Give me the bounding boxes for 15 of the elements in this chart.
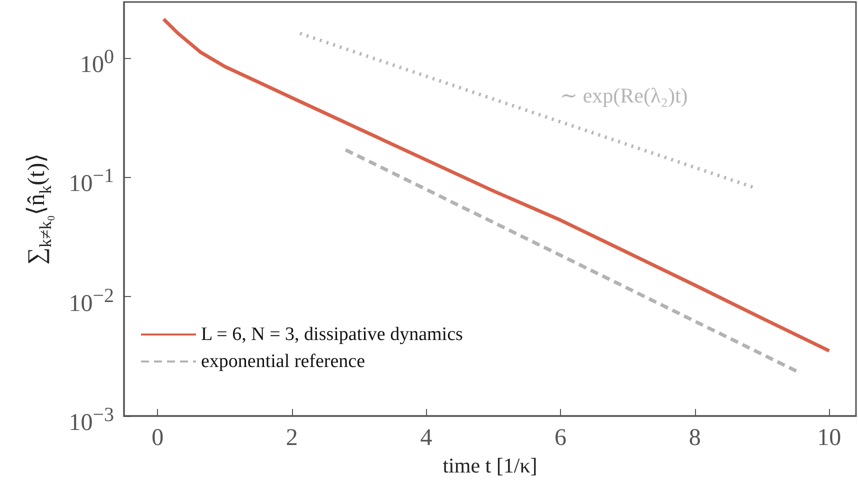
y-tick-label: 10$^{0}$ (80, 45, 114, 80)
y-tick-label: 10$^{−3}$ (68, 403, 114, 438)
annotation: ∼ exp(Re(λ₂)t) (560, 84, 688, 108)
y-axis-title: ∑k≠k₀⟨n̂k(t)⟩ (24, 153, 55, 265)
y-tick-label: 10$^{−2}$ (68, 284, 114, 319)
legend-label: L = 6, N = 3, dissipative dynamics (201, 324, 463, 345)
x-axis-title: time t [1/κ] (442, 453, 538, 478)
x-tick-label: 2 (286, 425, 298, 451)
x-tick-label: 4 (420, 425, 432, 451)
x-tick-label: 6 (554, 425, 567, 451)
x-tick-label: 0 (152, 425, 164, 451)
legend-label: exponential reference (201, 351, 366, 372)
x-tick-label: 8 (688, 425, 701, 451)
y-tick-label: 10$^{−1}$ (68, 164, 114, 200)
x-tick-label: 10 (817, 425, 842, 451)
